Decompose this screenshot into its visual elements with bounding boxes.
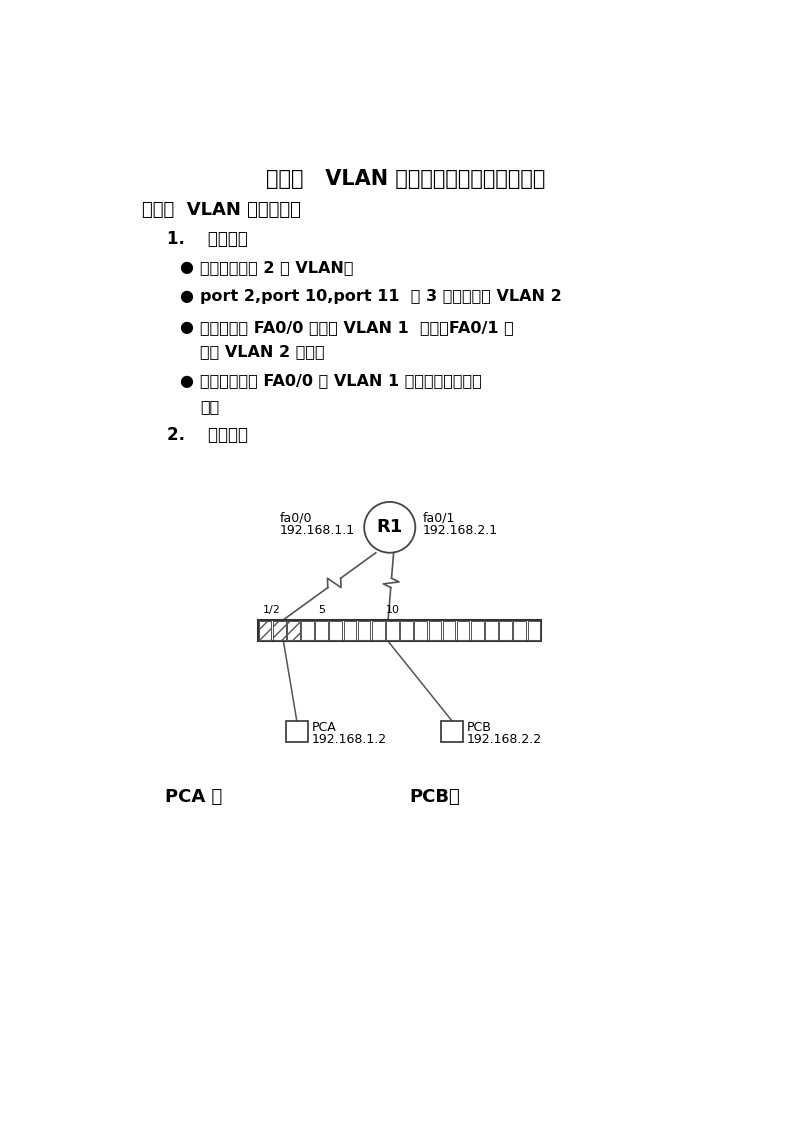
Text: 192.168.2.1: 192.168.2.1 (423, 524, 498, 537)
Bar (273, 622, 285, 640)
Bar (457, 622, 469, 640)
Bar (330, 622, 342, 640)
Text: 将交换机划成 2 个 VLAN；: 将交换机划成 2 个 VLAN； (200, 260, 354, 275)
Bar (259, 622, 271, 640)
Text: 1/2: 1/2 (263, 605, 281, 615)
Bar (471, 622, 484, 640)
Bar (372, 622, 385, 640)
Text: ●: ● (179, 260, 193, 275)
Text: 把路由器的 FA0/0 口加入 VLAN 1  连接，FA0/1 口: 把路由器的 FA0/0 口加入 VLAN 1 连接，FA0/1 口 (200, 320, 514, 334)
Bar (442, 622, 455, 640)
Bar (273, 622, 285, 640)
Bar (301, 622, 314, 640)
Text: 由。: 由。 (200, 399, 219, 414)
Bar (441, 720, 462, 742)
Bar (259, 622, 271, 640)
Text: port 2,port 10,port 11  等 3 个端口加入 VLAN 2: port 2,port 10,port 11 等 3 个端口加入 VLAN 2 (200, 288, 561, 304)
Bar (258, 619, 541, 642)
Bar (485, 622, 498, 640)
Text: PCB：: PCB： (409, 788, 460, 806)
Bar (343, 622, 356, 640)
Text: ●: ● (179, 374, 193, 388)
Bar (287, 622, 300, 640)
Text: R1: R1 (377, 518, 403, 536)
Text: 实验七   VLAN 之间的路由及配置单臂路由: 实验七 VLAN 之间的路由及配置单臂路由 (266, 169, 546, 190)
Text: 1.    实验要求: 1. 实验要求 (167, 230, 248, 248)
Text: fa0/0: fa0/0 (280, 512, 312, 525)
Text: 仅使路由器的 FA0/0 与 VLAN 1 连接，配置单臂路: 仅使路由器的 FA0/0 与 VLAN 1 连接，配置单臂路 (200, 374, 481, 388)
Text: ●: ● (179, 320, 193, 334)
Text: 192.168.2.2: 192.168.2.2 (466, 733, 542, 746)
Text: 2.    实验拓扑: 2. 实验拓扑 (167, 426, 248, 444)
Bar (428, 622, 441, 640)
Bar (500, 622, 511, 640)
Bar (527, 622, 540, 640)
Bar (358, 622, 370, 640)
Bar (400, 622, 413, 640)
Bar (415, 622, 427, 640)
Text: PCB: PCB (466, 721, 492, 734)
Text: 192.168.1.2: 192.168.1.2 (312, 733, 387, 746)
Text: ●: ● (179, 288, 193, 304)
Bar (287, 622, 300, 640)
Text: 5: 5 (318, 605, 325, 615)
Bar (386, 622, 399, 640)
Text: 192.168.1.1: 192.168.1.1 (280, 524, 354, 537)
Text: fa0/1: fa0/1 (423, 512, 455, 525)
Text: 加入 VLAN 2 连接。: 加入 VLAN 2 连接。 (200, 344, 324, 359)
Text: PCA: PCA (312, 721, 336, 734)
Text: （一）  VLAN 之间的路由: （一） VLAN 之间的路由 (142, 201, 301, 219)
Text: PCA ：: PCA ： (165, 788, 222, 806)
Text: 10: 10 (385, 605, 400, 615)
Bar (316, 622, 328, 640)
Bar (513, 622, 526, 640)
Bar (286, 720, 308, 742)
